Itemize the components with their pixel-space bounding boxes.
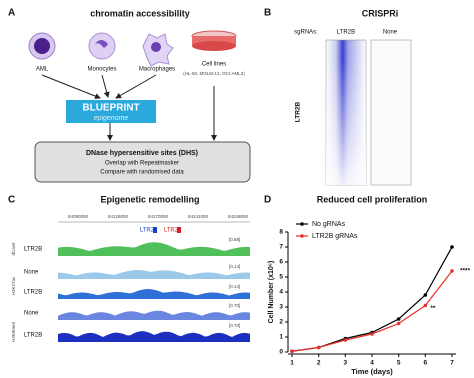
data-point: [290, 349, 294, 354]
feature-box: [177, 227, 181, 233]
panel-title: CRISPRi: [362, 8, 399, 18]
heatmap-fade: [326, 60, 366, 185]
cell-label: Macrophages: [139, 67, 175, 73]
data-point: [450, 269, 454, 273]
group-label: H3K27ac: [11, 276, 16, 295]
group-label: H3K9me3: [11, 322, 16, 343]
panel-letter: D: [264, 195, 271, 206]
feature-box: [153, 227, 157, 233]
cell-sublabel: (HL-60, MOLM-13, OCI-AML3): [183, 71, 245, 76]
y-tick-label: 6: [279, 259, 283, 266]
y-tick-label: 5: [279, 274, 283, 281]
track-label: None: [24, 311, 39, 317]
x-tick-label: 7: [450, 360, 454, 367]
track-signal: [58, 289, 250, 299]
x-tick-label: 1: [290, 360, 294, 367]
coordinate: 84241000: [188, 214, 209, 219]
data-point: [396, 321, 401, 326]
y-tick-label: 3: [279, 304, 283, 311]
panel-letter: B: [264, 8, 271, 19]
y-tick-label: 7: [279, 244, 283, 251]
track-signal: [58, 270, 250, 279]
dhs-title: DNase hypersensitive sites (DHS): [86, 150, 198, 157]
logo-text: BLUEPRINT: [82, 103, 139, 114]
dhs-box: [34, 141, 251, 183]
significance: **: [430, 305, 436, 312]
data-point: [370, 332, 374, 336]
legend-marker: [300, 234, 304, 238]
legend-marker: [300, 222, 304, 226]
y-tick-label: 2: [279, 319, 283, 326]
track-label: None: [24, 270, 39, 276]
browser: 84090000 84126000 84170000 84241000 84249000…: [11, 214, 250, 342]
track-signal: [58, 242, 250, 256]
coordinate: 84126000: [108, 214, 129, 219]
series-line: [291, 270, 453, 352]
y-axis-label: Cell Number (x10⁶): [268, 261, 275, 324]
data-point: [343, 338, 348, 342]
data-point: [316, 345, 321, 350]
track-label: LTR2B: [24, 290, 42, 296]
column-label: None: [383, 30, 398, 36]
track-range: [0.70]: [229, 303, 240, 308]
legend-label: LTR2B gRNAs: [312, 233, 358, 240]
column-label: LTR2B: [337, 30, 355, 36]
y-tick-label: 4: [279, 289, 283, 296]
legend-label: No gRNAs: [312, 221, 346, 228]
cell-label: Monocytes: [87, 67, 116, 73]
x-tick-label: 6: [424, 360, 428, 367]
data-point: [450, 245, 454, 249]
blueprint-logo: [66, 100, 156, 123]
y-tick-label: 1: [279, 334, 283, 341]
track-signal: [58, 310, 250, 320]
x-tick-label: 2: [317, 360, 321, 367]
group-label: dCas9: [11, 242, 16, 256]
track-label: LTR2B: [24, 247, 42, 253]
feature: LTR2: [164, 228, 179, 234]
x-tick-label: 3: [344, 360, 348, 367]
panel-title: chromatin accessibility: [90, 8, 190, 18]
track-range: [0.14]: [229, 284, 240, 289]
cell-label: Cell lines: [202, 62, 226, 68]
data-point: [423, 303, 428, 308]
x-tick-label: 4: [370, 360, 374, 367]
arrows: [41, 74, 217, 141]
dhs-line: Compare with randomised data: [100, 170, 184, 176]
sgrnas-label: sgRNAs:: [294, 30, 318, 36]
track-label: LTR2B: [24, 333, 42, 339]
track-range: [0.70]: [229, 323, 240, 328]
track-signal: [58, 331, 250, 342]
cell-label: AML: [36, 67, 49, 73]
data-point: [423, 293, 428, 297]
logo-sub: epigenome: [94, 115, 129, 122]
panel-letter: C: [8, 195, 15, 206]
y-tick-label: 8: [279, 229, 283, 236]
coordinate: 84170000: [148, 214, 169, 219]
track-range: [0.68]: [229, 237, 240, 242]
coordinate: 84090000: [68, 214, 89, 219]
significance: ****: [460, 268, 471, 275]
track-range: [0.14]: [229, 264, 240, 269]
data-point: [396, 317, 401, 321]
cell-icons: [28, 30, 237, 67]
row-label: LTR2B: [295, 101, 302, 122]
coordinate: 84249000: [228, 214, 249, 219]
x-tick-label: 5: [397, 360, 401, 367]
heatmap: [370, 39, 412, 186]
panel-title: Epigenetic remodelling: [100, 194, 199, 204]
x-axis-label: Time (days): [351, 367, 393, 376]
feature: LTR2: [140, 228, 155, 234]
dhs-line: Overlap with Repeatmasker: [105, 161, 179, 167]
panel-letter: A: [8, 8, 15, 19]
y-tick-label: 0: [279, 349, 283, 356]
chart-title: Reduced cell proliferation: [317, 194, 428, 204]
